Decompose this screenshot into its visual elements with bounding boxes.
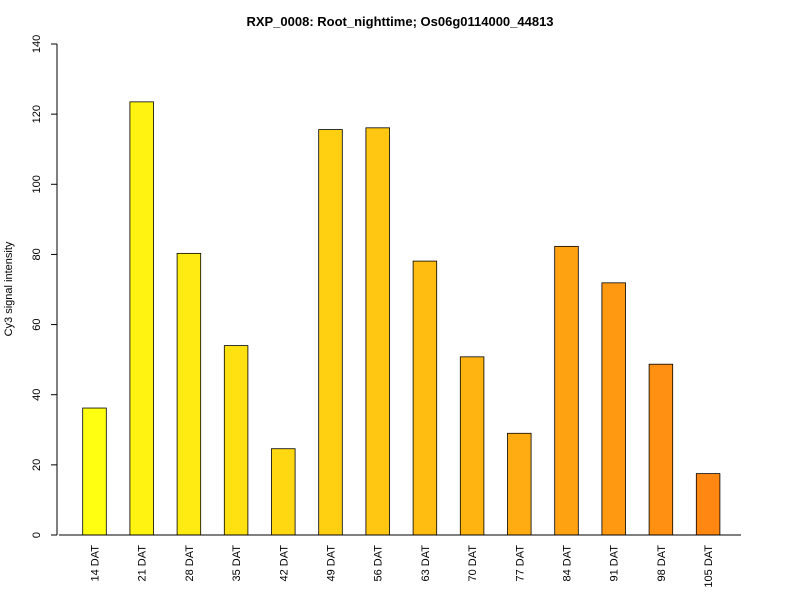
bar [129, 101, 154, 536]
bar [176, 252, 202, 536]
bar [507, 432, 532, 536]
bars-group [82, 101, 721, 536]
x-tick-label: 35 DAT [231, 545, 243, 582]
x-tick-label: 105 DAT [703, 545, 715, 588]
chart-title: RXP_0008: Root_nighttime; Os06g0114000_4… [246, 14, 553, 29]
y-tick-label: 0 [31, 532, 43, 538]
bar [695, 473, 721, 536]
bar [82, 407, 107, 536]
x-tick-label: 91 DAT [609, 545, 621, 582]
x-tick-label: 77 DAT [514, 545, 526, 582]
x-tick-label: 70 DAT [467, 545, 479, 582]
x-tick-label: 21 DAT [137, 545, 149, 582]
bar [223, 345, 249, 536]
x-tick-label: 63 DAT [420, 545, 432, 582]
y-tick-label: 140 [31, 35, 43, 53]
y-tick-label: 40 [31, 389, 43, 401]
bar [601, 282, 626, 536]
bar [271, 448, 296, 536]
y-tick-label: 60 [31, 318, 43, 330]
y-tick-label: 120 [31, 105, 43, 123]
x-tick-label: 98 DAT [656, 545, 668, 582]
x-tick-label: 84 DAT [562, 545, 574, 582]
x-tick-label: 42 DAT [278, 545, 290, 582]
bar [412, 260, 438, 536]
bar [365, 127, 390, 536]
y-tick-label: 20 [31, 459, 43, 471]
x-axis-tick-labels: 14 DAT 21 DAT 28 DAT 35 DAT 42 DAT 49 DAT 56 D… [90, 545, 716, 588]
bar [648, 363, 674, 536]
bar [554, 245, 579, 536]
bar [318, 129, 343, 536]
bar [459, 356, 485, 536]
x-tick-label: 14 DAT [90, 545, 102, 582]
y-tick-label: 80 [31, 248, 43, 260]
x-tick-label: 28 DAT [184, 545, 196, 582]
y-axis: 0 20 40 60 80 100 120 140 [31, 35, 58, 538]
y-tick-label: 100 [31, 175, 43, 193]
y-axis-label: Cy3 signal intensity [3, 241, 15, 336]
x-tick-label: 56 DAT [373, 545, 385, 582]
x-tick-label: 49 DAT [326, 545, 338, 582]
